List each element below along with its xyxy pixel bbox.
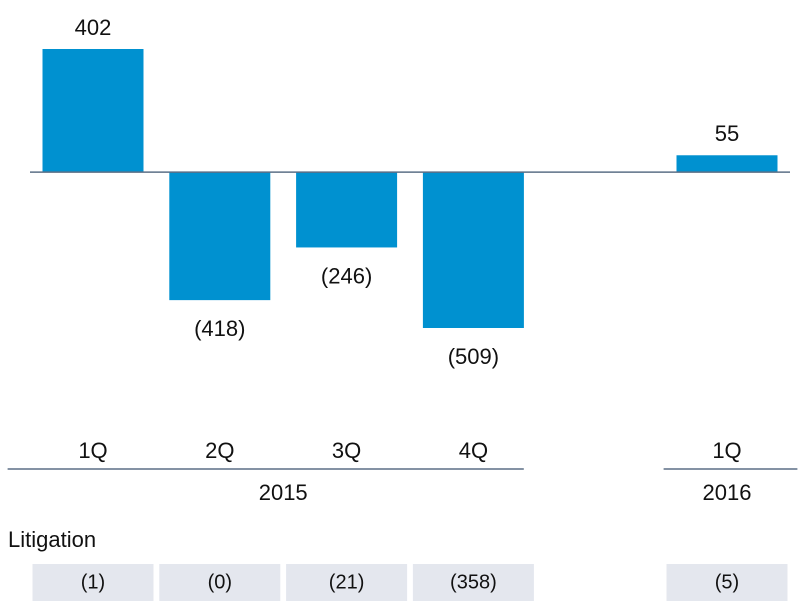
table-cell xyxy=(32,564,154,601)
x-tick-label: 2Q xyxy=(205,438,234,463)
value-label: (509) xyxy=(448,344,499,369)
value-label: (246) xyxy=(321,263,372,288)
table-value: (1) xyxy=(81,571,105,593)
table-label: Litigation xyxy=(8,527,96,552)
table-value: (358) xyxy=(450,571,497,593)
table-cell xyxy=(159,564,281,601)
bar xyxy=(169,172,271,301)
table-cell xyxy=(412,564,534,601)
x-tick-label: 1Q xyxy=(712,438,741,463)
table-cell xyxy=(666,564,788,601)
group-label: 2015 xyxy=(259,480,308,505)
value-label: 402 xyxy=(75,15,112,40)
table-cell xyxy=(286,564,408,601)
table-value: (0) xyxy=(208,571,232,593)
group-label: 2016 xyxy=(703,480,752,505)
table-value: (21) xyxy=(329,571,365,593)
table-value: (5) xyxy=(715,571,739,593)
value-label: 55 xyxy=(715,121,739,146)
bar xyxy=(676,155,778,173)
bar xyxy=(296,172,398,248)
value-label: (418) xyxy=(194,316,245,341)
bar xyxy=(422,172,524,328)
x-tick-label: 4Q xyxy=(459,438,488,463)
x-tick-label: 3Q xyxy=(332,438,361,463)
bar xyxy=(42,49,144,173)
x-tick-label: 1Q xyxy=(78,438,107,463)
